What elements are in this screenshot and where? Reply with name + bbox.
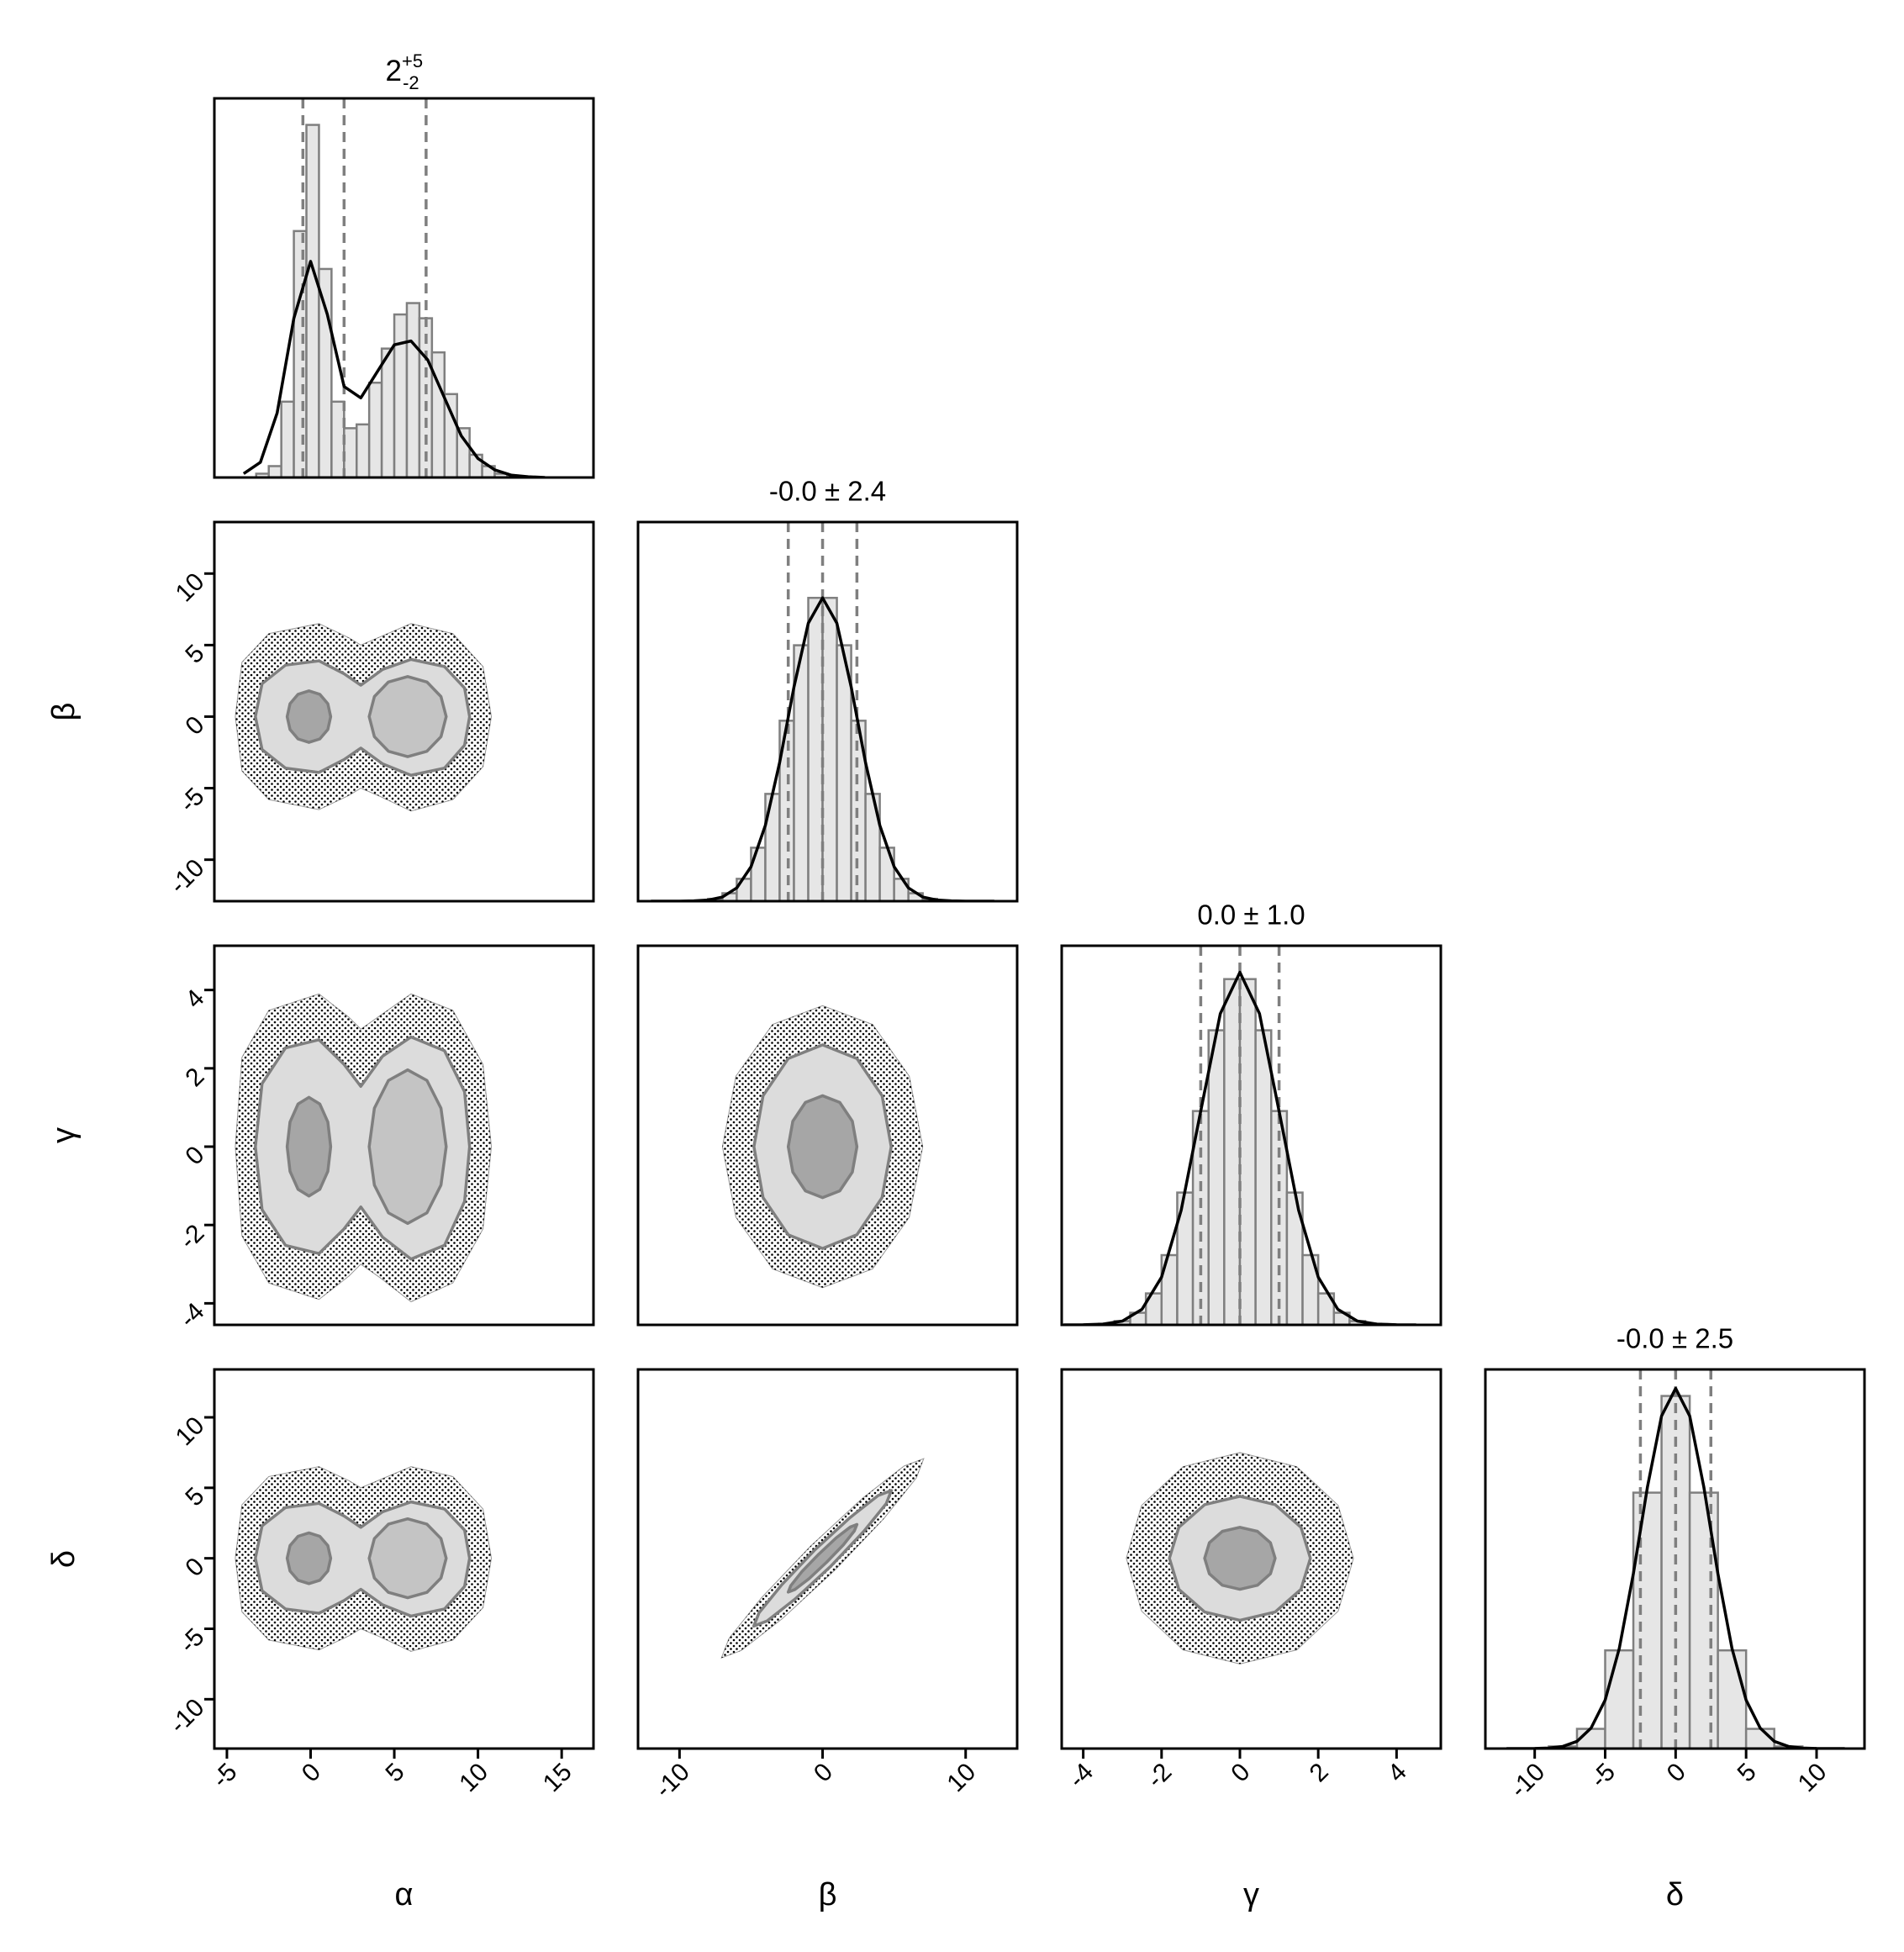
panel-area: [242, 98, 546, 477]
histogram-bar: [355, 423, 371, 477]
panel-frame: [636, 944, 1019, 1327]
histogram-bar: [318, 267, 333, 477]
histogram-bar: [456, 427, 471, 477]
panel-frame: [213, 97, 595, 479]
panel-frame: [1060, 944, 1443, 1327]
density-contour: [1203, 1526, 1277, 1591]
histogram-bar: [443, 393, 458, 477]
histogram-bar: [1316, 1292, 1336, 1325]
panel-frame: [213, 520, 595, 903]
panel-area: [1126, 1452, 1354, 1664]
panel-title: 2+5 -2: [386, 50, 424, 93]
panel-title: -0.0 ± 2.5: [1617, 1323, 1733, 1354]
histogram-bar: [821, 596, 838, 901]
histogram-bar: [367, 382, 383, 477]
panel-frame: [636, 520, 1019, 903]
title-lower: -2: [403, 72, 419, 93]
panel-title: 0.0 ± 1.0: [1197, 900, 1305, 931]
histogram-bar: [280, 400, 295, 477]
histogram-bar: [807, 596, 824, 901]
histogram-bar: [393, 313, 409, 477]
histogram-bar: [267, 465, 282, 477]
panel-title: -0.0 ± 2.4: [769, 476, 886, 507]
panel-frame: [636, 1368, 1019, 1750]
density-contour: [786, 1522, 859, 1594]
panel-area: [1063, 946, 1416, 1325]
histogram-bar: [343, 427, 358, 477]
density-contour: [786, 1094, 859, 1200]
panel-area: [720, 1458, 925, 1659]
histogram-bar: [1223, 978, 1242, 1325]
x-axis-label: δ: [1666, 1877, 1684, 1912]
panel-area: [235, 623, 493, 812]
histogram-bar: [1207, 1029, 1226, 1325]
y-axis-label: δ: [46, 1550, 82, 1568]
density-contour: [367, 675, 448, 758]
histogram-bar: [1604, 1649, 1635, 1749]
histogram-bar: [405, 302, 421, 477]
x-axis-label: γ: [1243, 1877, 1259, 1912]
x-axis-label: β: [819, 1877, 837, 1912]
histogram-bar: [750, 847, 767, 901]
panel-frame: [1060, 1368, 1443, 1750]
density-contour: [285, 1095, 333, 1198]
histogram-bar: [1254, 1029, 1273, 1325]
histogram-bar: [878, 847, 895, 901]
histogram-bar: [1238, 978, 1257, 1325]
kde-line: [1063, 970, 1416, 1325]
histogram-bar: [1717, 1649, 1748, 1749]
histogram-bar: [380, 347, 396, 477]
panel-area: [235, 993, 493, 1303]
density-contour: [367, 1068, 448, 1226]
density-contour: [285, 689, 333, 744]
title-upper: +5: [402, 50, 423, 71]
panel-area: [1506, 1369, 1845, 1749]
histogram-bar: [330, 400, 345, 477]
x-axis-label: α: [395, 1877, 414, 1912]
y-axis-label: γ: [46, 1127, 82, 1143]
kde-line: [1506, 1386, 1845, 1749]
histogram-bar: [305, 124, 320, 477]
panel-area: [235, 1466, 493, 1652]
panel-frame: [213, 944, 595, 1327]
panel-area: [721, 1005, 924, 1289]
y-axis-label: β: [46, 703, 82, 721]
histogram-bar: [1688, 1491, 1719, 1749]
histogram-bar: [293, 229, 308, 477]
histogram-bar: [1632, 1491, 1663, 1749]
density-contour: [367, 1517, 448, 1600]
title-value: 2: [386, 55, 402, 87]
density-contour: [285, 1531, 333, 1585]
kde-line: [242, 260, 546, 477]
